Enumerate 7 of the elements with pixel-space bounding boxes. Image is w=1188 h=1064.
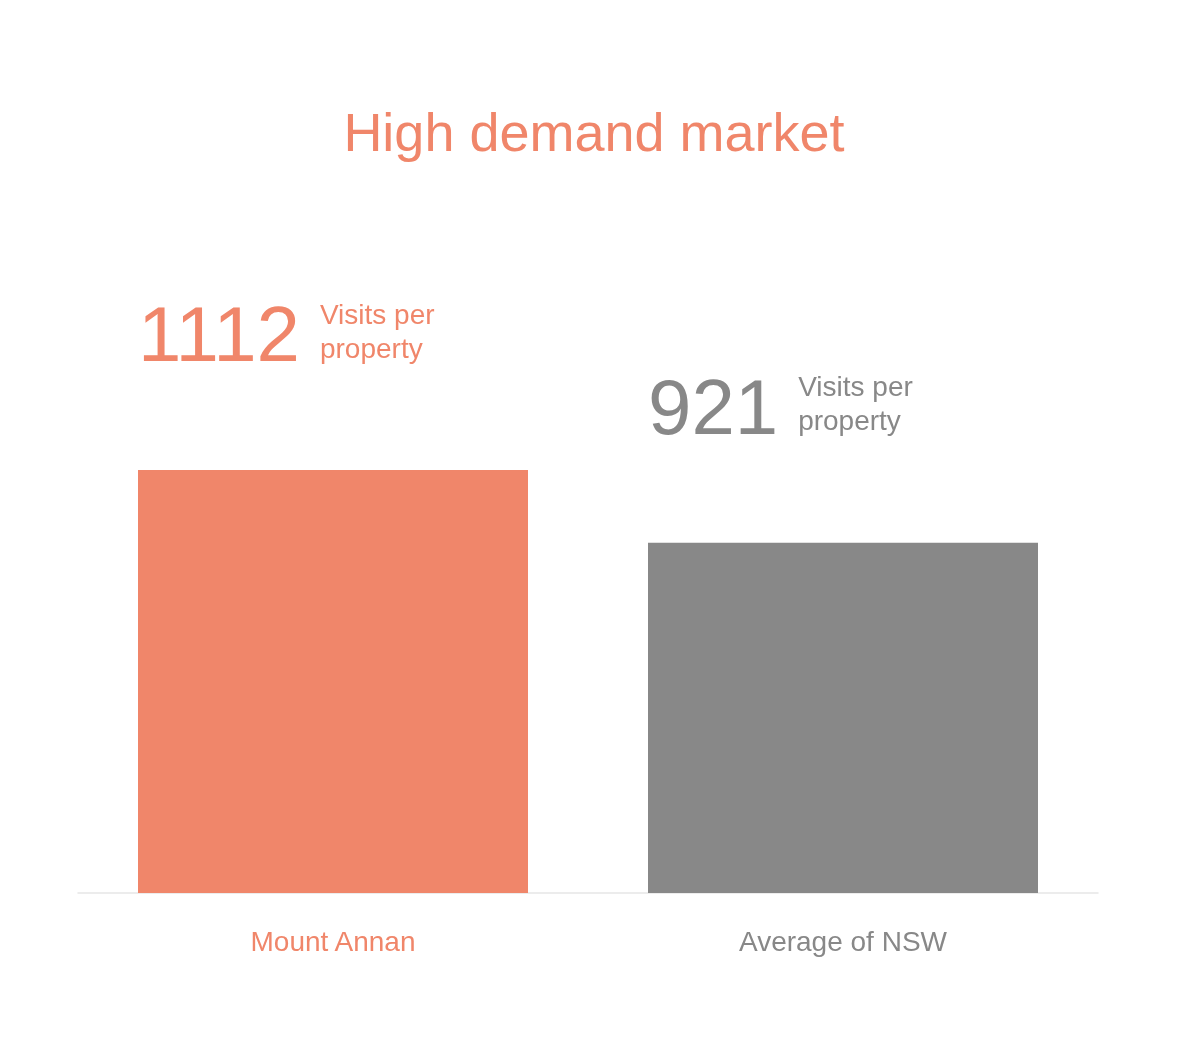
x-tick-label: Average of NSW <box>738 925 948 957</box>
data-label: 921 <box>648 362 779 451</box>
data-label: 1112 <box>138 290 300 378</box>
text: Visits per property <box>319 298 443 364</box>
text: Visits per property <box>798 371 921 437</box>
x-tick-label: Mount Annan <box>250 925 416 957</box>
chart-title: High demand market <box>343 102 845 162</box>
